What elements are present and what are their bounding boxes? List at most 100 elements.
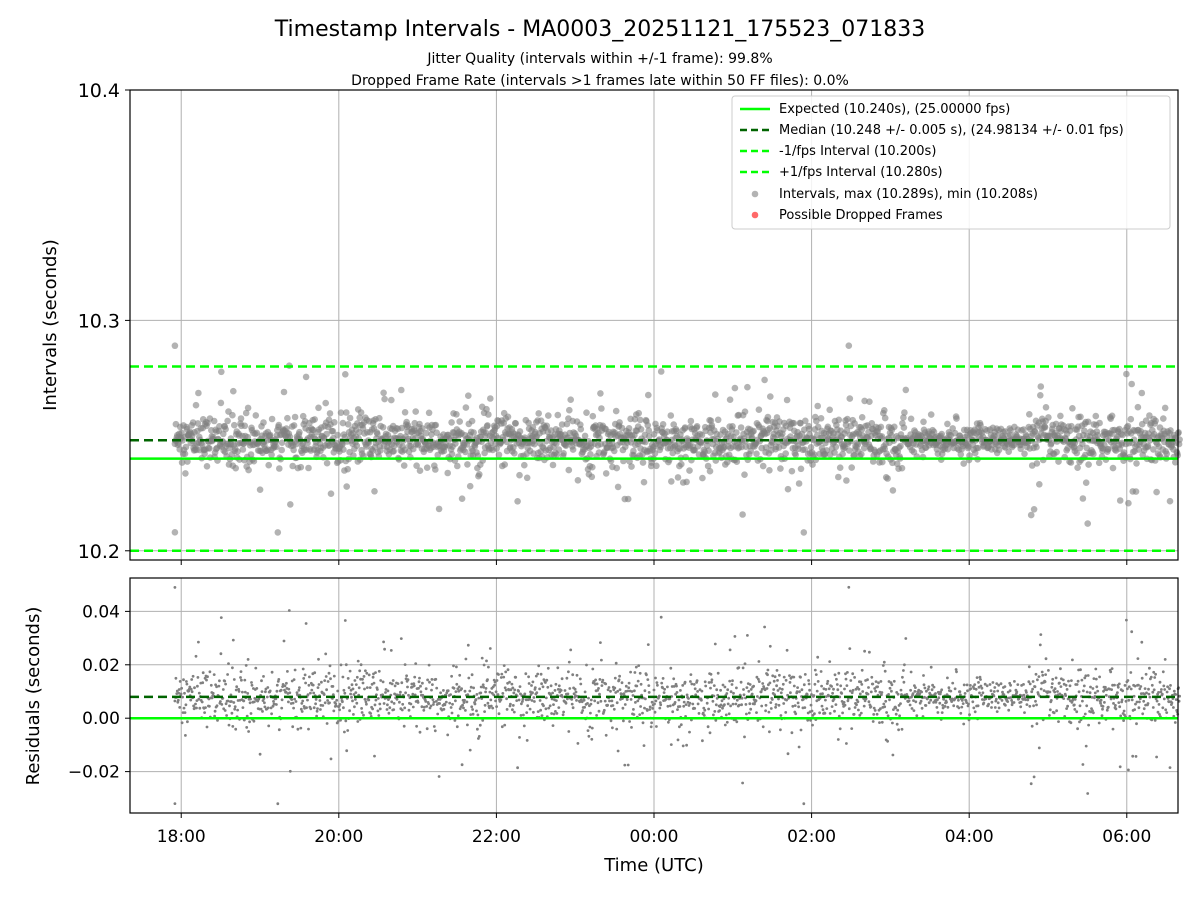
interval-point xyxy=(1166,497,1174,505)
residual-point xyxy=(315,709,319,713)
residual-point xyxy=(1049,699,1053,702)
residual-point xyxy=(918,692,922,696)
residual-point xyxy=(667,720,670,724)
residual-point xyxy=(179,692,183,696)
residual-point xyxy=(846,699,850,703)
interval-point xyxy=(400,462,408,469)
residual-point xyxy=(614,661,618,665)
residual-point xyxy=(237,687,241,691)
residual-point xyxy=(548,704,552,708)
interval-point xyxy=(275,421,283,429)
residual-point xyxy=(230,700,233,703)
interval-point xyxy=(278,446,286,454)
residual-point xyxy=(517,689,520,693)
residual-point xyxy=(488,690,492,694)
residual-point xyxy=(768,644,772,648)
residual-point xyxy=(910,707,914,710)
residual-point xyxy=(1002,693,1006,697)
residual-point xyxy=(792,675,796,679)
interval-point xyxy=(280,388,288,396)
residual-point xyxy=(1015,690,1019,694)
interval-point xyxy=(902,386,910,394)
residual-point xyxy=(666,685,669,689)
residual-point xyxy=(319,708,322,711)
residual-point xyxy=(599,641,602,644)
interval-point xyxy=(253,429,261,437)
interval-point xyxy=(495,451,503,459)
residual-point xyxy=(663,687,666,691)
interval-point xyxy=(242,409,250,417)
residual-point xyxy=(1050,685,1054,689)
residual-point xyxy=(656,683,659,687)
residual-point xyxy=(950,700,954,703)
interval-point xyxy=(1053,448,1060,456)
residual-point xyxy=(961,702,965,705)
residual-point xyxy=(581,709,585,712)
residual-point xyxy=(374,671,377,674)
residual-point xyxy=(369,712,373,715)
residual-point xyxy=(537,664,541,668)
interval-point xyxy=(290,446,297,454)
residual-point xyxy=(756,719,760,722)
residual-point xyxy=(515,699,519,702)
residual-point xyxy=(730,683,734,686)
residual-point xyxy=(704,684,708,688)
interval-point xyxy=(1176,436,1183,443)
residual-point xyxy=(208,670,212,674)
residual-point xyxy=(1037,675,1041,678)
interval-point xyxy=(657,368,665,375)
interval-point xyxy=(944,420,951,428)
residual-point xyxy=(364,700,368,704)
residual-point xyxy=(995,682,999,685)
residual-point xyxy=(1022,683,1025,686)
residual-point xyxy=(417,680,421,684)
interval-point xyxy=(636,416,644,424)
interval-point xyxy=(739,511,746,518)
interval-point xyxy=(858,414,866,421)
residual-point xyxy=(418,730,422,734)
interval-point xyxy=(866,398,873,406)
residual-point xyxy=(540,682,543,686)
residual-point xyxy=(1107,695,1111,699)
residual-point xyxy=(588,725,592,729)
interval-point xyxy=(901,409,908,416)
residual-point xyxy=(580,700,584,704)
interval-point xyxy=(531,440,538,448)
residual-point xyxy=(287,700,290,704)
residual-point xyxy=(354,683,358,686)
residual-point xyxy=(1034,699,1037,703)
residual-point xyxy=(734,702,738,706)
residual-point xyxy=(712,713,715,717)
residual-point xyxy=(860,668,864,672)
residual-point xyxy=(991,681,995,684)
residual-point xyxy=(189,698,193,702)
residual-point xyxy=(452,664,455,668)
x-tick-label: 20:00 xyxy=(314,827,363,847)
residual-point xyxy=(292,678,296,681)
residual-point xyxy=(598,692,601,696)
residual-point xyxy=(661,686,664,690)
interval-point xyxy=(678,460,685,468)
residual-point xyxy=(248,701,252,705)
interval-point xyxy=(448,419,455,426)
residual-point xyxy=(1010,703,1014,707)
residual-point xyxy=(1138,687,1142,691)
residual-point xyxy=(190,690,194,694)
residual-point xyxy=(417,686,420,690)
residual-point xyxy=(365,671,369,675)
residual-point xyxy=(668,704,672,708)
residual-point xyxy=(299,726,303,730)
residual-point xyxy=(638,671,642,675)
residual-point xyxy=(923,695,926,699)
residual-point xyxy=(930,688,934,692)
residual-point xyxy=(924,704,928,707)
residual-point xyxy=(499,698,503,702)
interval-point xyxy=(868,420,876,427)
residual-point xyxy=(569,648,573,652)
residual-point xyxy=(1042,689,1046,692)
residual-point xyxy=(539,672,543,676)
residual-point xyxy=(455,725,459,729)
residual-point xyxy=(988,683,992,686)
residual-point xyxy=(821,692,824,696)
residual-point xyxy=(329,677,332,681)
